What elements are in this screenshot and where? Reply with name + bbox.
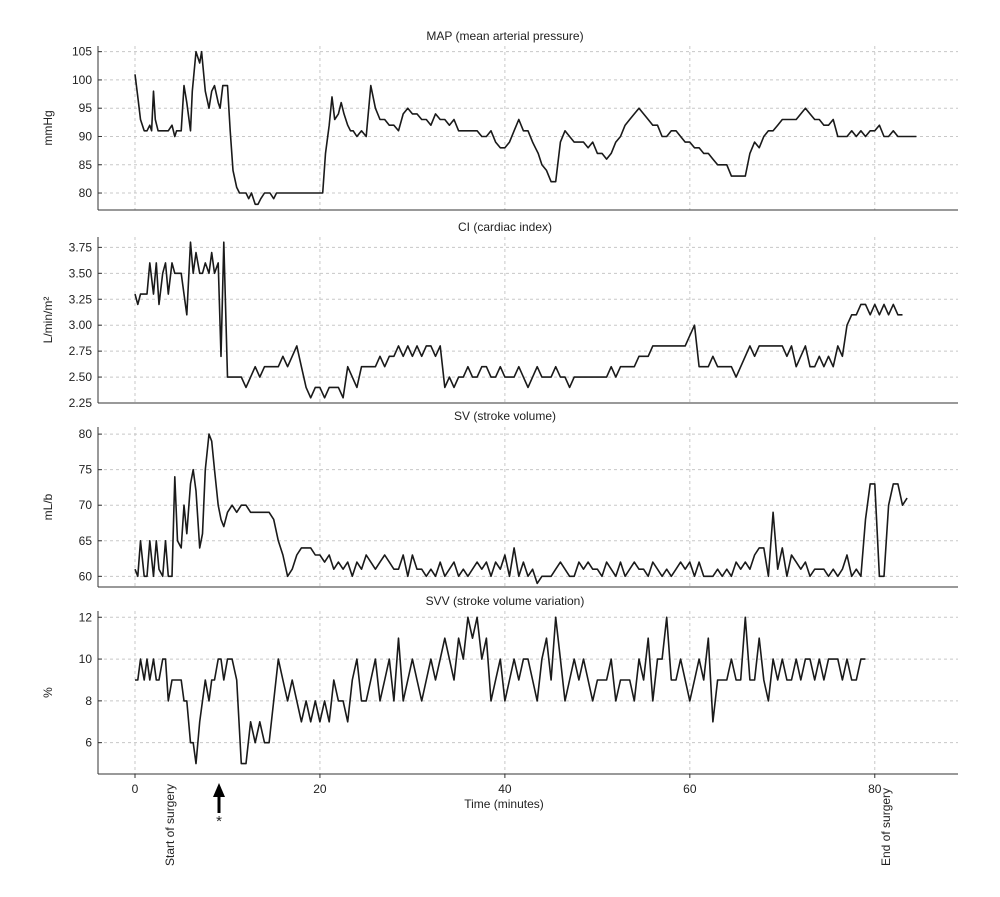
y-tick-label: 75 xyxy=(79,463,93,477)
y-tick-label: 12 xyxy=(79,610,93,624)
chart-panel-2: 2.25 2.50 2.75 3.00 3.25 3.50 3.75 CI (cardiac … xyxy=(41,220,958,410)
y-tick-label: 2.50 xyxy=(69,370,93,384)
y-axis-label: mmHg xyxy=(41,110,55,145)
panel-title: SVV (stroke volume variation) xyxy=(426,594,585,608)
x-tick-label: 60 xyxy=(683,782,697,796)
arrow-head-icon xyxy=(213,783,225,797)
x-tick-label: 20 xyxy=(313,782,327,796)
series-line xyxy=(134,241,903,399)
y-tick-label: 90 xyxy=(79,129,93,143)
y-tick-label: 3.50 xyxy=(69,266,93,280)
y-tick-label: 80 xyxy=(79,427,93,441)
x-tick-label: 0 xyxy=(132,782,139,796)
y-axis-label: % xyxy=(41,687,55,698)
intervention-arrow xyxy=(213,783,225,813)
y-axis-label: L/min/m² xyxy=(41,297,55,344)
x-axis-label: Time (minutes) xyxy=(464,797,544,811)
y-tick-label: 6 xyxy=(85,736,92,750)
y-tick-label: 60 xyxy=(79,569,93,583)
y-tick-label: 8 xyxy=(85,694,92,708)
series-line xyxy=(134,433,908,585)
x-tick-label: 80 xyxy=(868,782,882,796)
panel-title: SV (stroke volume) xyxy=(454,409,556,423)
y-tick-label: 3.25 xyxy=(69,292,93,306)
y-tick-label: 3.00 xyxy=(69,318,93,332)
series-line xyxy=(135,616,866,765)
y-tick-label: 3.75 xyxy=(69,240,93,254)
y-tick-label: 2.75 xyxy=(69,344,93,358)
intervention-marker: * xyxy=(216,813,222,830)
y-tick-label: 80 xyxy=(79,186,93,200)
y-tick-label: 2.25 xyxy=(69,396,93,410)
panel-title: MAP (mean arterial pressure) xyxy=(426,29,583,43)
end-of-surgery-label: End of surgery xyxy=(879,788,893,866)
y-tick-label: 70 xyxy=(79,498,93,512)
chart-panels: 80 85 90 95 100 105 MAP (mean arterial pressur… xyxy=(41,29,958,775)
y-tick-label: 95 xyxy=(79,101,93,115)
x-tick-label: 40 xyxy=(498,782,512,796)
chart-panel-3: 60 65 70 75 80 SV (stroke volume) mL/b xyxy=(41,409,958,588)
chart-panel-1: 80 85 90 95 100 105 MAP (mean arterial pressur… xyxy=(41,29,958,211)
start-of-surgery-label: Start of surgery xyxy=(163,784,177,866)
y-tick-label: 65 xyxy=(79,534,93,548)
panel-title: CI (cardiac index) xyxy=(458,220,552,234)
series-line xyxy=(134,50,917,206)
y-axis-label: mL/b xyxy=(41,493,55,520)
chart-panel-4: 6 8 10 12 SVV (stroke volume variation)% xyxy=(41,594,958,775)
y-tick-label: 100 xyxy=(72,73,92,87)
y-tick-label: 10 xyxy=(79,652,93,666)
y-tick-label: 105 xyxy=(72,45,92,59)
y-tick-label: 85 xyxy=(79,158,93,172)
x-axis: 0 20 40 60 80 xyxy=(132,774,882,796)
